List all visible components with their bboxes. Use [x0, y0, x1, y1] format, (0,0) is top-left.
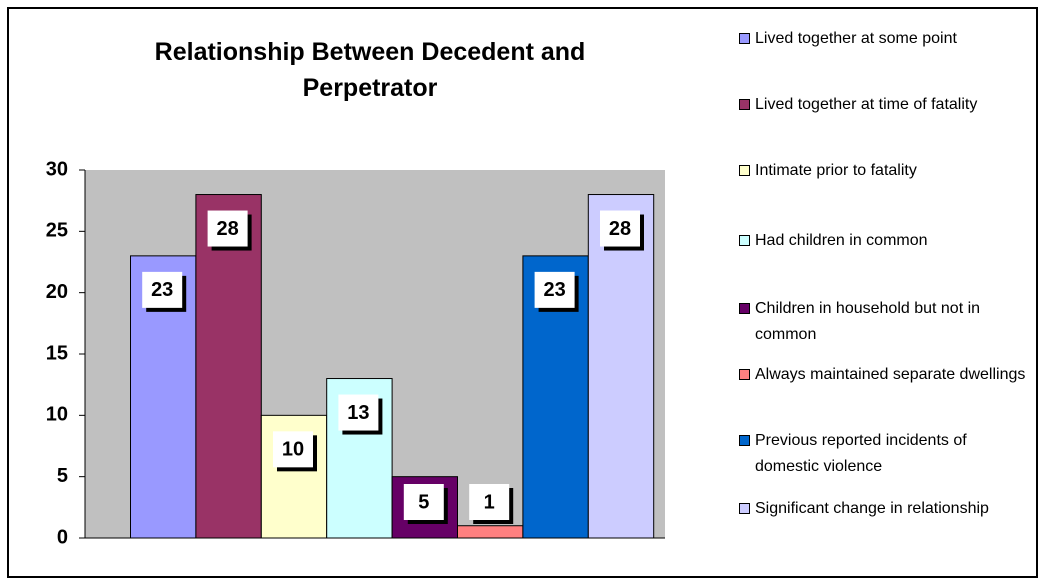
bar	[587, 194, 655, 539]
legend-swatch	[739, 435, 750, 446]
legend-label: Lived together at some point	[755, 30, 957, 47]
y-tick-label: 30	[46, 158, 68, 180]
label-box	[273, 431, 313, 468]
legend-swatch	[739, 99, 750, 110]
legend-label: Had children in common	[755, 232, 928, 249]
label-box	[469, 484, 510, 520]
bar	[457, 525, 524, 539]
label-box	[207, 210, 248, 247]
legend-label: Intimate prior to fatality	[755, 162, 917, 179]
legend-label: Lived together at time of fatality	[755, 96, 978, 113]
legend-swatch	[739, 165, 750, 176]
chart-title: Relationship Between Decedent and Perpet…	[154, 38, 586, 102]
legend-entry: Previous reported incidents of domestic …	[739, 428, 1035, 480]
legend-label: Significant change in relationship	[755, 500, 989, 517]
legend-swatch	[739, 369, 750, 380]
legend-entry: Children in household but not in common	[739, 296, 1035, 348]
legend-entry: Always maintained separate dwellings	[739, 362, 1035, 388]
legend-entry: Had children in common	[739, 228, 1035, 254]
legend-entry: Intimate prior to fatality	[739, 158, 1035, 184]
data-label: 10	[282, 439, 304, 461]
y-tick-label: 15	[46, 342, 68, 364]
legend-label: Always maintained separate dwellings	[755, 366, 1026, 383]
legend-entry: Lived together at some point	[739, 26, 1035, 52]
y-tick-label: 5	[57, 465, 68, 487]
label-box	[142, 271, 183, 308]
legend-entry: Significant change in relationship	[739, 496, 1035, 522]
label-box	[600, 210, 640, 247]
data-label: 23	[151, 279, 173, 301]
label-box	[534, 271, 575, 308]
legend-swatch	[739, 33, 750, 44]
data-label: 28	[609, 218, 631, 240]
label-box	[403, 484, 444, 520]
legend-swatch	[739, 503, 750, 514]
y-tick-label: 20	[46, 281, 68, 303]
y-tick-label: 25	[46, 220, 68, 242]
data-label: 1	[484, 491, 495, 513]
legend-entry: Lived together at time of fatality	[739, 92, 1035, 118]
data-label: 23	[543, 279, 565, 301]
y-tick-label: 0	[57, 526, 68, 548]
bar	[195, 194, 262, 539]
y-tick-label: 10	[46, 404, 68, 426]
legend-label: Children in household but not in common	[755, 300, 981, 343]
legend-swatch	[739, 303, 750, 314]
data-label: 5	[418, 491, 429, 513]
legend-swatch	[739, 235, 750, 246]
legend-label: Previous reported incidents of domestic …	[755, 432, 967, 475]
data-label: 28	[216, 218, 238, 240]
label-box	[338, 394, 379, 431]
data-label: 13	[347, 402, 369, 424]
